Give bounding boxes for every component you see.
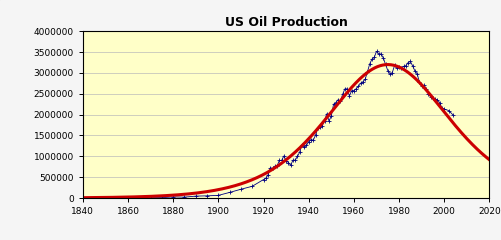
Title: US Oil Production: US Oil Production: [224, 16, 347, 29]
